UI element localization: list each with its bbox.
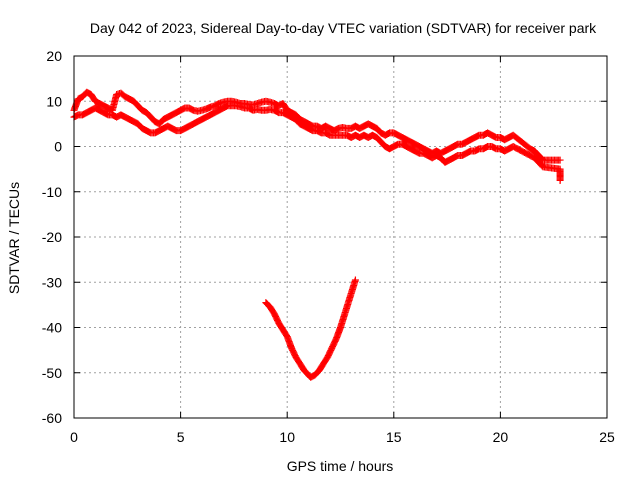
- x-axis-label: GPS time / hours: [287, 458, 394, 474]
- y-tick-label: -30: [42, 274, 62, 290]
- data-point-marker: [351, 276, 359, 284]
- data-point-marker: [556, 156, 564, 164]
- x-tick-label: 5: [177, 429, 185, 445]
- x-tick-label: 25: [599, 429, 615, 445]
- y-tick-label: -10: [42, 184, 62, 200]
- y-tick-label: -60: [42, 410, 62, 426]
- y-tick-label: -50: [42, 365, 62, 381]
- y-tick-label: 10: [46, 93, 62, 109]
- y-axis-label: SDTVAR / TECUs: [6, 182, 22, 294]
- y-tick-label: 20: [46, 48, 62, 64]
- y-tick-label: -40: [42, 320, 62, 336]
- y-tick-labels: -60 -50 -40 -30 -20 -10 0 10 20: [42, 48, 62, 426]
- plot-frame: [73, 55, 608, 419]
- x-tick-label: 10: [279, 429, 295, 445]
- x-tick-label: 15: [386, 429, 402, 445]
- chart-title: Day 042 of 2023, Sidereal Day-to-day VTE…: [90, 20, 597, 36]
- series-0: [70, 88, 564, 164]
- x-tick-label: 20: [493, 429, 509, 445]
- data-points: [70, 88, 564, 381]
- x-tick-label: 0: [70, 429, 78, 445]
- data-point-marker: [556, 176, 564, 184]
- grid: [74, 56, 607, 418]
- y-tick-label: -20: [42, 229, 62, 245]
- y-tick-label: 0: [54, 139, 62, 155]
- series-2: [262, 276, 359, 381]
- x-tick-labels: 0 5 10 15 20 25: [70, 429, 615, 445]
- series-1: [70, 102, 564, 184]
